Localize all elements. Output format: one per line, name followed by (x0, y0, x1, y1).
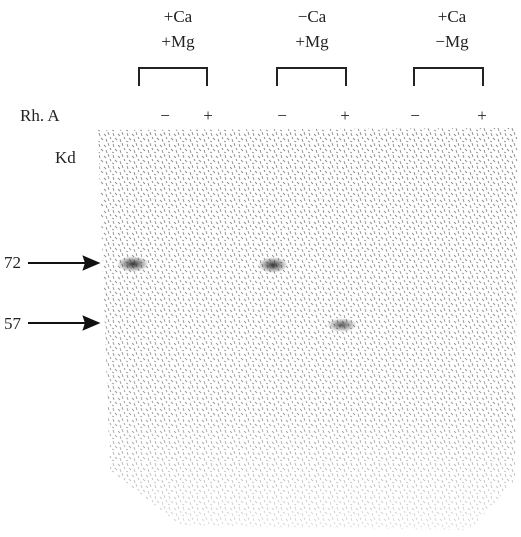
group-label: −Ca (298, 7, 327, 26)
group-label: +Mg (161, 32, 195, 51)
band (258, 257, 288, 273)
lane-sign: − (410, 106, 420, 125)
lane-sign: + (203, 106, 213, 125)
band (117, 256, 149, 272)
figure: +Ca +Mg −Ca +Mg +Ca −Mg Rh. A −+−+−+ Kd … (0, 0, 521, 537)
marker-arrows (28, 257, 98, 329)
group-label: +Ca (438, 7, 467, 26)
group-label: +Ca (164, 7, 193, 26)
lane-sign: + (340, 106, 350, 125)
brackets (139, 68, 483, 86)
lane-sign: − (277, 106, 287, 125)
lane-sign: + (477, 106, 487, 125)
lane-sign: − (160, 106, 170, 125)
band (327, 318, 357, 332)
marker-label: 57 (4, 314, 22, 333)
gel-fade (98, 128, 518, 530)
marker-label: 72 (4, 253, 21, 272)
row-label: Rh. A (20, 106, 60, 125)
group-label: −Mg (435, 32, 469, 51)
unit-label: Kd (55, 148, 76, 167)
group-label: +Mg (295, 32, 329, 51)
gel-figure: +Ca +Mg −Ca +Mg +Ca −Mg Rh. A −+−+−+ Kd … (0, 0, 521, 537)
